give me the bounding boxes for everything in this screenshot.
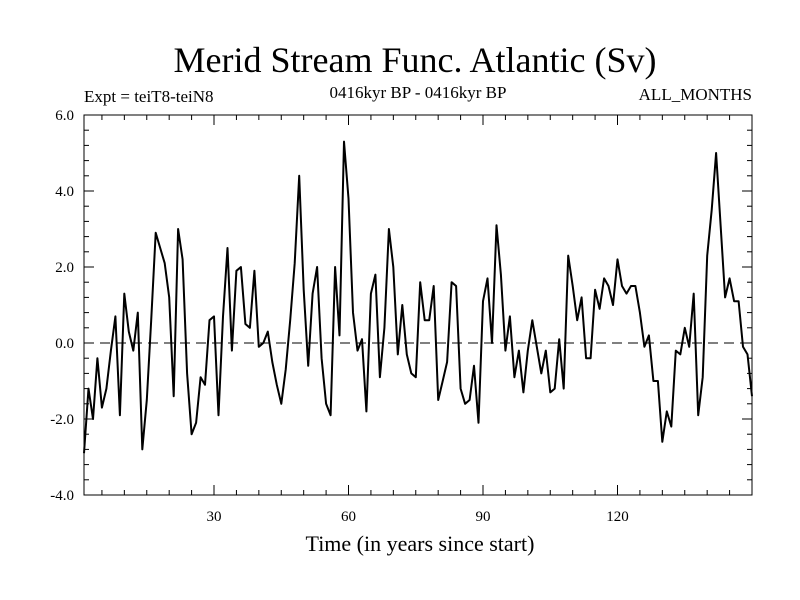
series-line — [83, 140, 753, 454]
y-tick-label: 2.0 — [55, 260, 74, 276]
y-tick-label: 6.0 — [55, 108, 74, 124]
tick-marks — [84, 114, 752, 496]
y-tick-label: -4.0 — [50, 488, 74, 504]
chart-subtitle-center: 0416kyr BP - 0416kyr BP — [330, 83, 507, 102]
x-tick-label: 90 — [476, 509, 491, 525]
y-tick-label: 0.0 — [55, 336, 74, 352]
tick-labels: 30 60 90 120 -4.0 -2.0 0.0 2.0 4.0 6.0 — [50, 108, 629, 525]
x-axis-label: Time (in years since start) — [306, 531, 535, 556]
y-tick-label: -2.0 — [50, 412, 74, 428]
x-tick-label: 120 — [606, 509, 629, 525]
x-tick-label: 30 — [207, 509, 222, 525]
chart-title: Merid Stream Func. Atlantic (Sv) — [174, 40, 657, 80]
chart-subtitle-right: ALL_MONTHS — [639, 85, 752, 104]
plot-frame — [83, 114, 753, 496]
chart-subtitle-left: Expt = teiT8-teiN8 — [84, 87, 214, 106]
y-tick-label: 4.0 — [55, 184, 74, 200]
x-tick-label: 60 — [341, 509, 356, 525]
